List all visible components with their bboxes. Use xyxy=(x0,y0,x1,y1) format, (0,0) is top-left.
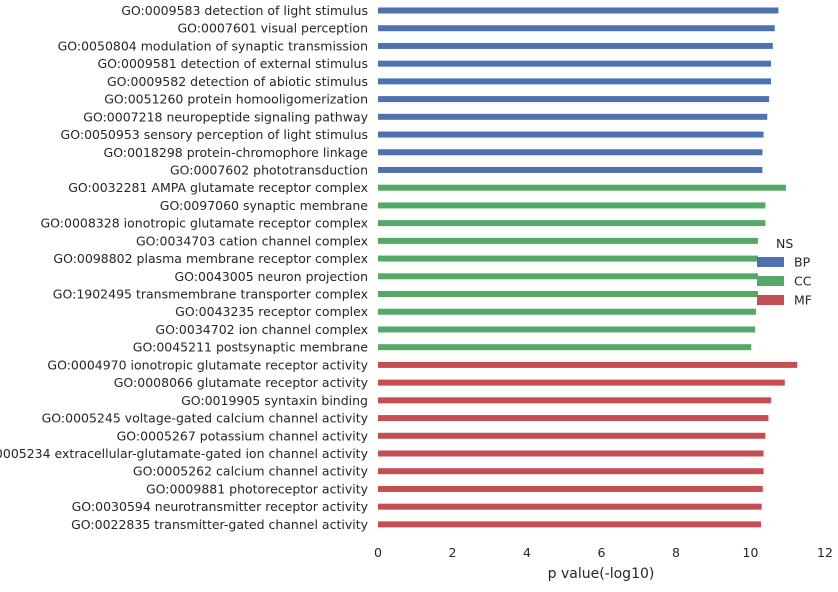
bar-mf xyxy=(378,468,764,475)
category-label: GO:0005262 calcium channel activity xyxy=(133,464,369,479)
bar-mf xyxy=(378,503,762,510)
x-tick-label: 6 xyxy=(598,545,606,560)
category-label: GO:0008066 glutamate receptor activity xyxy=(114,375,369,390)
legend: NS BP CC MF xyxy=(757,236,812,308)
x-tick-label: 0 xyxy=(374,545,382,560)
x-tick-label: 12 xyxy=(817,545,833,560)
category-label: GO:0009582 detection of abiotic stimulus xyxy=(107,74,368,89)
x-tick-label: 2 xyxy=(449,545,457,560)
category-label: GO:0009881 photoreceptor activity xyxy=(146,481,369,496)
category-label: GO:0051260 protein homooligomerization xyxy=(104,92,368,107)
bar-mf xyxy=(378,450,764,457)
category-label: GO:0043005 neuron projection xyxy=(174,269,368,284)
category-label: GO:0005245 voltage-gated calcium channel… xyxy=(42,411,369,426)
bars-layer xyxy=(378,7,798,528)
x-tick-label: 10 xyxy=(743,545,759,560)
category-label: GO:0018298 protein-chromophore linkage xyxy=(104,145,369,160)
category-labels: GO:0009583 detection of light stimulus GO… xyxy=(0,3,369,532)
bar-mf xyxy=(378,379,785,386)
bar-cc xyxy=(378,220,766,227)
bar-mf xyxy=(378,521,761,528)
bar-cc xyxy=(378,255,758,262)
category-label: GO:0005234 extracellular-glutamate-gated… xyxy=(0,446,369,461)
x-axis-title: p value(-log10) xyxy=(548,566,655,582)
bar-bp xyxy=(378,149,763,156)
x-tick-label: 8 xyxy=(672,545,680,560)
bar-cc xyxy=(378,202,766,209)
category-label: GO:0098802 plasma membrane receptor comp… xyxy=(53,251,368,266)
bar-bp xyxy=(378,113,768,120)
category-label: GO:0005267 potassium channel activity xyxy=(117,428,369,443)
category-label: GO:0019905 syntaxin binding xyxy=(181,393,368,408)
legend-title: NS xyxy=(776,236,793,251)
bar-cc xyxy=(378,291,758,298)
x-axis-ticks: 0 2 4 6 8 10 12 xyxy=(374,545,833,560)
legend-label-cc: CC xyxy=(794,274,812,289)
bar-mf xyxy=(378,432,766,439)
bar-cc xyxy=(378,326,755,333)
bar-bp xyxy=(378,78,771,85)
bar-bp xyxy=(378,131,764,138)
bar-bp xyxy=(378,42,773,49)
category-label: GO:0007218 neuropeptide signaling pathwa… xyxy=(83,109,368,124)
bar-bp xyxy=(378,25,775,32)
category-label: GO:0050953 sensory perception of light s… xyxy=(61,127,368,142)
category-label: GO:0030594 neurotransmitter receptor act… xyxy=(72,499,369,514)
legend-label-bp: BP xyxy=(794,255,811,270)
bar-cc xyxy=(378,344,752,351)
category-label: GO:0007601 visual perception xyxy=(177,21,368,36)
legend-swatch-bp xyxy=(757,257,784,267)
category-label: GO:0043235 receptor complex xyxy=(175,304,368,319)
bar-mf xyxy=(378,415,769,422)
bar-mf xyxy=(378,397,771,404)
bar-cc xyxy=(378,184,786,191)
category-label: GO:0050804 modulation of synaptic transm… xyxy=(58,38,368,53)
category-label: GO:0045211 postsynaptic membrane xyxy=(133,340,369,355)
category-label: GO:1902495 transmembrane transporter com… xyxy=(53,287,368,302)
category-label: GO:0009583 detection of light stimulus xyxy=(121,3,368,18)
category-label: GO:0097060 synaptic membrane xyxy=(160,198,369,213)
bar-bp xyxy=(378,166,763,173)
category-label: GO:0034702 ion channel complex xyxy=(155,322,368,337)
legend-label-mf: MF xyxy=(794,293,812,308)
bar-cc xyxy=(378,273,758,280)
category-label: GO:0004970 ionotropic glutamate receptor… xyxy=(47,357,368,372)
bar-cc xyxy=(378,308,757,315)
bar-mf xyxy=(378,485,763,492)
category-label: GO:0007602 phototransduction xyxy=(170,162,368,177)
legend-swatch-cc xyxy=(757,276,784,286)
bar-bp xyxy=(378,60,771,67)
category-label: GO:0034703 cation channel complex xyxy=(136,233,368,248)
bar-cc xyxy=(378,237,758,244)
x-tick-label: 4 xyxy=(523,545,531,560)
category-label: GO:0022835 transmitter-gated channel act… xyxy=(71,517,368,532)
bar-bp xyxy=(378,96,770,103)
bar-bp xyxy=(378,7,779,14)
bar-mf xyxy=(378,361,798,368)
category-label: GO:0009581 detection of external stimulu… xyxy=(98,56,369,71)
legend-swatch-mf xyxy=(757,295,784,305)
category-label: GO:0008328 ionotropic glutamate receptor… xyxy=(41,216,369,231)
category-label: GO:0032281 AMPA glutamate receptor compl… xyxy=(68,180,368,195)
